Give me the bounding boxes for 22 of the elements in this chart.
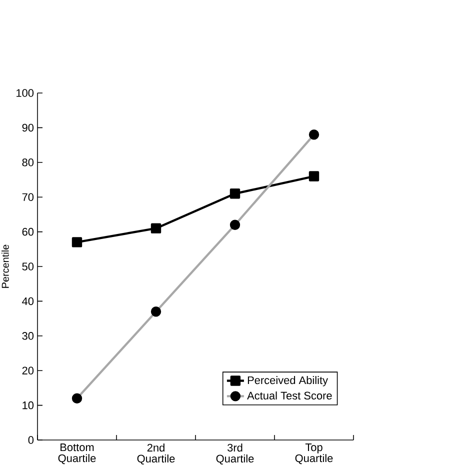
y-tick-label: 80 (22, 158, 34, 166)
legend-label: Perceived Ability (248, 376, 328, 386)
y-tick-label: 40 (22, 297, 34, 306)
x-tick-label: Top Quartile (295, 444, 333, 464)
point (72, 237, 82, 248)
y-tick-label: 50 (22, 262, 34, 270)
y-tick-label: 100 (16, 89, 34, 97)
x-tick-label: 3rd Quartile (216, 444, 254, 464)
y-tick-label: 0 (28, 436, 34, 444)
legend-label: Actual Test Score (247, 391, 332, 400)
y-tick-label: 70 (22, 193, 34, 201)
y-tick-label: 60 (22, 228, 34, 236)
y-axis-title: Percentile (2, 244, 9, 288)
point (230, 188, 240, 199)
y-tick-label: 10 (22, 401, 34, 410)
point (308, 171, 320, 182)
x-tick-label: 2nd Quartile (137, 444, 175, 464)
x-tick-label: Bottom Quartile (58, 444, 96, 464)
y-tick-label: 20 (22, 366, 34, 374)
y-tick-label: 90 (22, 124, 34, 132)
point (150, 223, 162, 234)
y-tick-label: 30 (22, 332, 34, 340)
